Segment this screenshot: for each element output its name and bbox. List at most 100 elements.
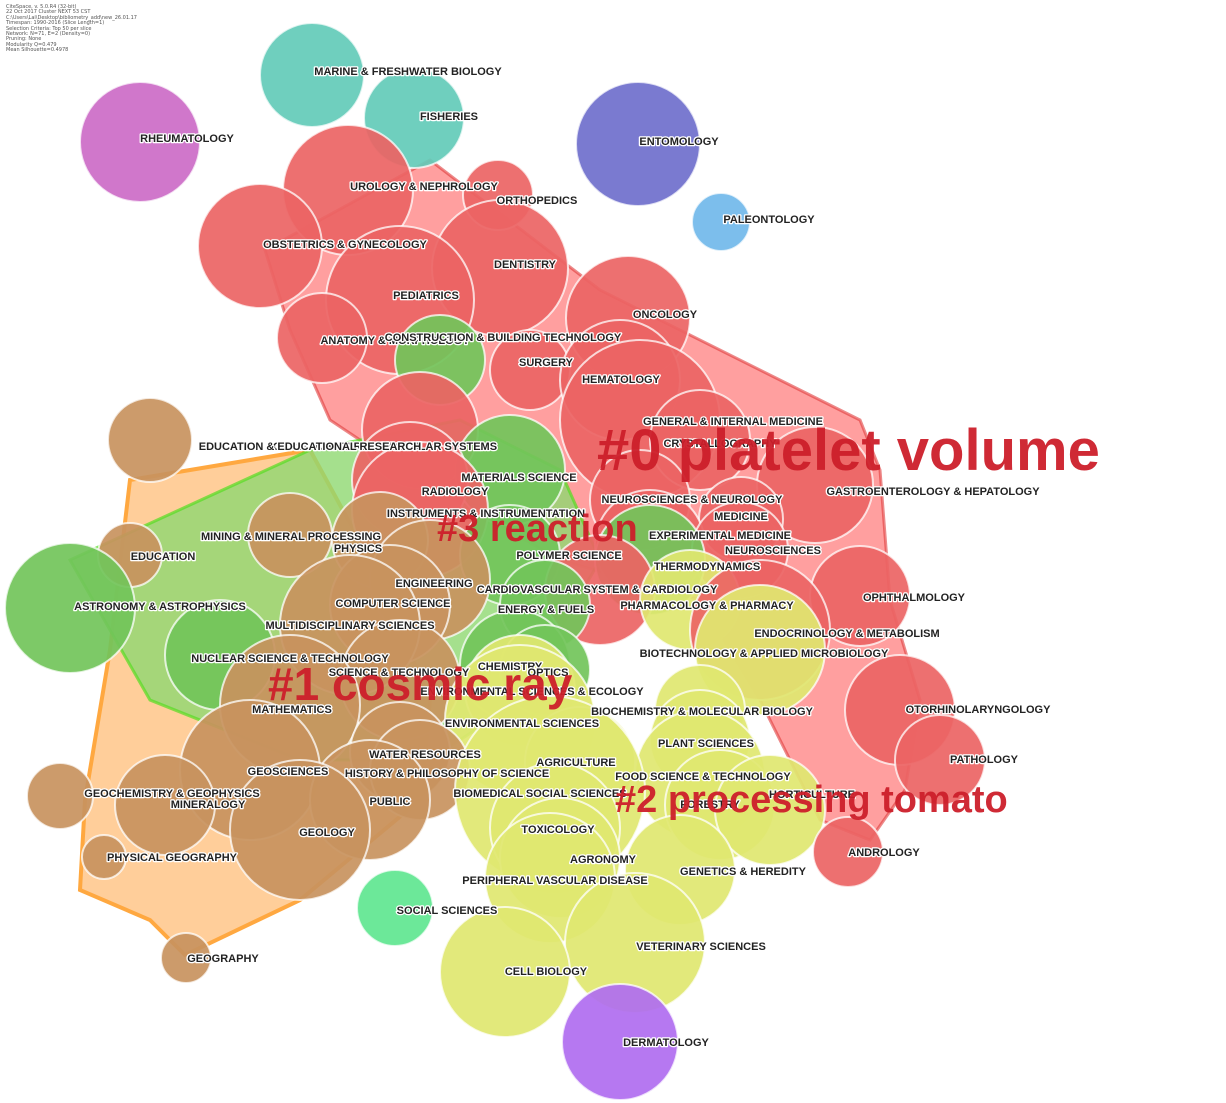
label-dermatology: DERMATOLOGY	[623, 1037, 709, 1049]
node-circles	[4, 22, 986, 1101]
label-optics: OPTICS	[528, 667, 569, 679]
node-physical-geography[interactable]	[81, 834, 127, 880]
label-chemistry: CHEMISTRY	[478, 661, 543, 673]
label-geology: GEOLOGY	[299, 827, 355, 839]
label-anatomy-and-morphology: ANATOMY & MORPHOLOGY	[320, 335, 470, 347]
label-dentistry: DENTISTRY	[494, 259, 557, 271]
node-geochemistry-and-geophysics[interactable]	[26, 762, 94, 830]
label-astronomy-and-astrophysics: ASTRONOMY & ASTROPHYSICS	[74, 601, 246, 613]
label-veterinary-sciences: VETERINARY SCIENCES	[636, 941, 766, 953]
label-pharmacology-and-pharmacy: PHARMACOLOGY & PHARMACY	[620, 600, 794, 612]
node-cell-biology[interactable]	[439, 906, 571, 1038]
label-biotechnology-and-applied-microbiology: BIOTECHNOLOGY & APPLIED MICROBIOLOGY	[640, 648, 889, 660]
node-obstetrics-and-gynecology[interactable]	[197, 183, 323, 309]
label-gastroenterology-and-hepatology: GASTROENTEROLOGY & HEPATOLOGY	[826, 486, 1040, 498]
label-cardiac-and-cardiovascular-systems: CARDIAC & CARDIOVASCULAR SYSTEMS	[273, 441, 497, 453]
label-peripheral-vascular-disease: PERIPHERAL VASCULAR DISEASE	[462, 875, 647, 887]
label-mining-and-mineral-processing: MINING & MINERAL PROCESSING	[201, 531, 381, 543]
label-pathology: PATHOLOGY	[950, 754, 1019, 766]
node-horticulture[interactable]	[714, 754, 826, 866]
label-andrology: ANDROLOGY	[848, 847, 920, 859]
node-dermatology[interactable]	[561, 983, 679, 1101]
cluster-labels: #0 platelet volume #1 cosmic ray #2 proces…	[268, 418, 1100, 821]
label-toxicology: TOXICOLOGY	[521, 824, 595, 836]
label-nuclear-science-and-technology: NUCLEAR SCIENCE & TECHNOLOGY	[191, 653, 389, 665]
node-paleontology[interactable]	[691, 192, 751, 252]
node-social-sciences[interactable]	[356, 869, 434, 947]
label-geosciences: GEOSCIENCES	[248, 766, 329, 778]
node-astronomy-and-astrophysics[interactable]	[4, 542, 136, 674]
label-urology-and-nephrology: UROLOGY & NEPHROLOGY	[350, 181, 498, 193]
label-polymer-science: POLYMER SCIENCE	[516, 550, 621, 562]
label-otorhinolaryngology: OTORHINOLARYNGOLOGY	[906, 704, 1052, 716]
label-oncology: ONCOLOGY	[633, 309, 698, 321]
node-mineralogy[interactable]	[114, 754, 216, 856]
label-thermodynamics: THERMODYNAMICS	[654, 561, 760, 573]
label-geography: GEOGRAPHY	[187, 953, 259, 965]
node-labels: MARINE & FRESHWATER BIOLOGY FISHERIES RHEU…	[73, 65, 1053, 1051]
label-ophthalmology: OPHTHALMOLOGY	[863, 592, 966, 604]
label-multidisciplinary-sciences: MULTIDISCIPLINARY SCIENCES	[265, 620, 434, 632]
label-crystallography: CRYSTALLOGRAPHY	[663, 438, 777, 450]
label-paleontology: PALEONTOLOGY	[723, 214, 815, 226]
label-surgery: SURGERY	[519, 357, 574, 369]
label-orthopedics: ORTHOPEDICS	[497, 195, 578, 207]
label-engineering: ENGINEERING	[395, 578, 472, 590]
cluster-label-1: #1 cosmic ray	[268, 658, 573, 710]
cluster-label-3: #3 reaction	[437, 508, 638, 550]
label-genetics-and-heredity: GENETICS & HEREDITY	[680, 866, 807, 878]
node-entomology[interactable]	[575, 81, 701, 207]
label-experimental-medicine: EXPERIMENTAL MEDICINE	[649, 530, 791, 542]
label-entomology: ENTOMOLOGY	[639, 136, 719, 148]
label-materials-science: MATERIALS SCIENCE	[461, 472, 576, 484]
node-andrology[interactable]	[812, 816, 884, 888]
label-radiology: RADIOLOGY	[422, 486, 489, 498]
label-cell-biology: CELL BIOLOGY	[505, 966, 588, 978]
label-cardiovascular-system-and-cardiology: CARDIOVASCULAR SYSTEM & CARDIOLOGY	[477, 584, 718, 596]
node-marine-and-freshwater-biology[interactable]	[259, 22, 365, 128]
label-endocrinology-and-metabolism: ENDOCRINOLOGY & METABOLISM	[754, 628, 939, 640]
label-pediatrics: PEDIATRICS	[393, 290, 459, 302]
cluster-label-2: #2 processing tomato	[615, 779, 1008, 821]
label-education: EDUCATION	[131, 551, 196, 563]
label-science-and-technology: SCIENCE & TECHNOLOGY	[329, 667, 470, 679]
label-fisheries: FISHERIES	[420, 111, 478, 123]
node-rheumatology[interactable]	[79, 81, 201, 203]
label-horticulture: HORTICULTURE	[769, 789, 855, 801]
label-social-sciences: SOCIAL SCIENCES	[397, 905, 498, 917]
label-forestry: FORESTRY	[680, 799, 740, 811]
node-education-and-educational-research[interactable]	[107, 397, 193, 483]
label-physical-geography: PHYSICAL GEOGRAPHY	[107, 852, 238, 864]
label-neurosciences: NEUROSCIENCES	[725, 545, 821, 557]
label-computer-science: COMPUTER SCIENCE	[336, 598, 451, 610]
node-pathology[interactable]	[894, 714, 986, 806]
label-agronomy: AGRONOMY	[570, 854, 637, 866]
label-education-and-educational-research: EDUCATION & EDUCATIONAL RESEARCH	[199, 441, 422, 453]
label-biochemistry-and-molecular-biology: BIOCHEMISTRY & MOLECULAR BIOLOGY	[591, 706, 814, 718]
label-energy-and-fuels: ENERGY & FUELS	[498, 604, 594, 616]
node-anatomy-and-morphology[interactable]	[276, 292, 368, 384]
label-mathematics: MATHEMATICS	[252, 704, 332, 716]
label-construction-and-building-technology: CONSTRUCTION & BUILDING TECHNOLOGY	[385, 332, 622, 344]
label-mineralogy: MINERALOGY	[171, 799, 246, 811]
label-environmental-sciences-and-ecology: ENVIRONMENTAL SCIENCES & ECOLOGY	[420, 686, 644, 698]
label-plant-sciences: PLANT SCIENCES	[658, 738, 754, 750]
cluster-label-0: #0 platelet volume	[597, 418, 1100, 483]
label-rheumatology: RHEUMATOLOGY	[140, 133, 234, 145]
label-biomedical-social-sciences: BIOMEDICAL SOCIAL SCIENCES	[453, 788, 626, 800]
node-geology[interactable]	[229, 759, 371, 901]
label-geochemistry-and-geophysics: GEOCHEMISTRY & GEOPHYSICS	[84, 788, 259, 800]
label-obstetrics-and-gynecology: OBSTETRICS & GYNECOLOGY	[263, 239, 427, 251]
label-general-and-internal-medicine: GENERAL & INTERNAL MEDICINE	[643, 416, 823, 428]
label-history-and-philosophy-of-science: HISTORY & PHILOSOPHY OF SCIENCE	[345, 768, 549, 780]
label-medicine: MEDICINE	[714, 511, 768, 523]
node-geography[interactable]	[160, 932, 212, 984]
label-instruments-and-instrumentation: INSTRUMENTS & INSTRUMENTATION	[387, 508, 585, 520]
label-marine-and-freshwater-biology: MARINE & FRESHWATER BIOLOGY	[314, 66, 502, 78]
metadata-text: CiteSpace, v. 5.0.R4 (32-bit) 22 Oct 201…	[6, 4, 137, 54]
label-agriculture: AGRICULTURE	[536, 757, 615, 769]
label-food-science-and-technology: FOOD SCIENCE & TECHNOLOGY	[615, 771, 791, 783]
label-water-resources: WATER RESOURCES	[369, 749, 481, 761]
label-environmental-sciences: ENVIRONMENTAL SCIENCES	[445, 718, 599, 730]
